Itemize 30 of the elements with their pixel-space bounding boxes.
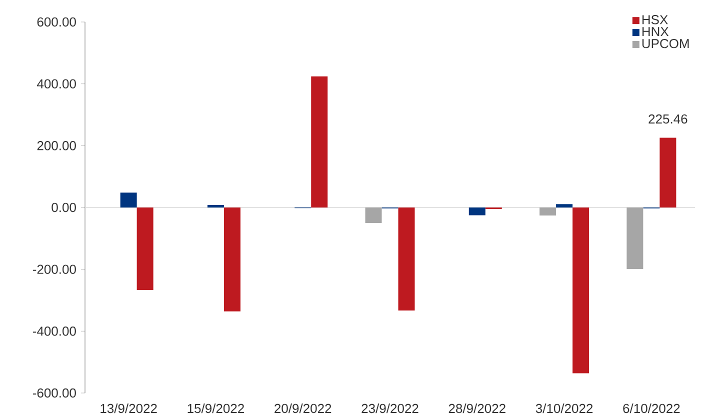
- legend-label: HSX: [642, 15, 668, 24]
- y-tick-label: -200.00: [32, 264, 76, 274]
- y-tick-label: 400.00: [37, 79, 76, 88]
- data-label: 225.46: [648, 114, 688, 124]
- bar: [626, 207, 644, 270]
- y-tick-label: 200.00: [37, 141, 76, 150]
- x-tick-label: 15/9/2022: [188, 404, 244, 414]
- legend-label: HNX: [642, 27, 669, 36]
- bar: [556, 204, 573, 208]
- x-tick-label: 6/10/2022: [623, 404, 680, 414]
- bar: [224, 207, 240, 312]
- bar: [365, 207, 382, 223]
- x-tick-label: 28/9/2022: [448, 404, 506, 414]
- y-tick-label: 600.00: [37, 17, 76, 27]
- bar: [468, 207, 486, 216]
- bar: [311, 76, 328, 208]
- x-tick-label: 20/9/2022: [274, 404, 332, 414]
- bar: [136, 207, 154, 290]
- bar: [572, 207, 590, 374]
- bar: [540, 207, 556, 216]
- y-tick-label: -600.00: [32, 388, 76, 398]
- legend-label: UPCOM: [642, 38, 689, 48]
- bar: [120, 192, 137, 208]
- bar: [398, 207, 415, 310]
- y-tick-label: -400.00: [32, 326, 76, 336]
- x-tick-label: 3/10/2022: [536, 404, 593, 414]
- bar: [660, 138, 676, 208]
- x-tick-label: 13/9/2022: [100, 404, 157, 414]
- y-tick-label: 0.00: [52, 202, 76, 212]
- x-tick-label: 23/9/2022: [362, 404, 418, 414]
